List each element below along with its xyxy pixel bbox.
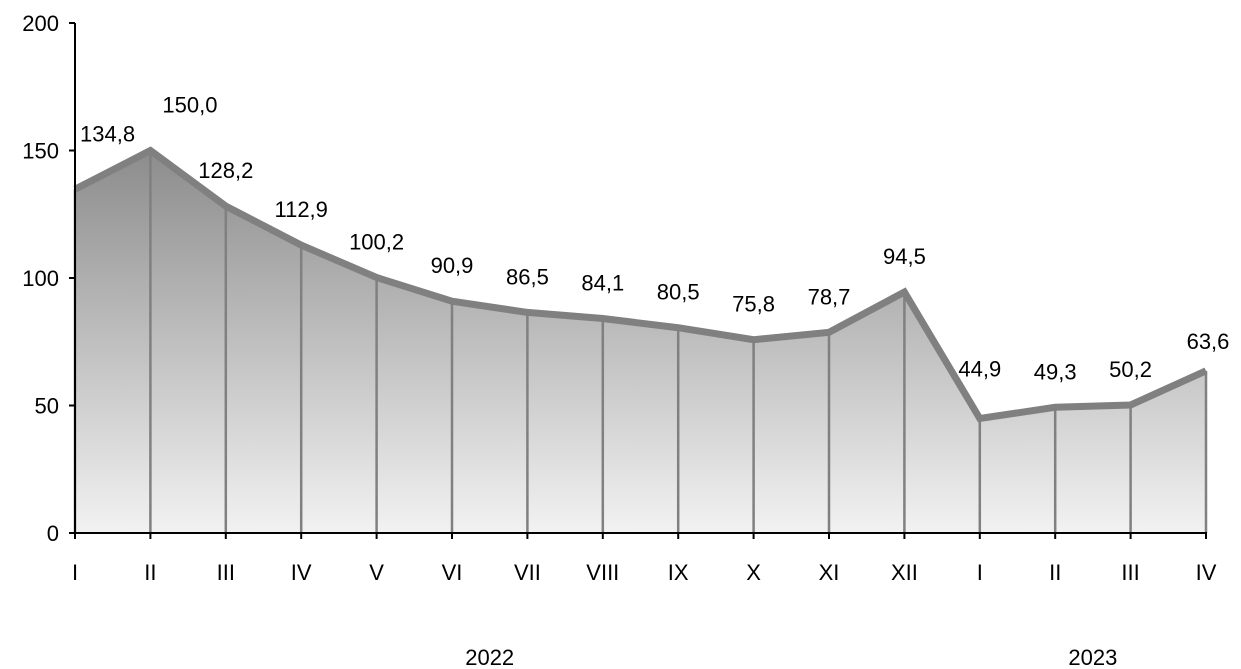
x-tick-label: IV [1196,560,1217,585]
data-label: 78,7 [808,284,851,309]
series-line [73,146,1208,423]
x-tick-label: VI [442,560,463,585]
x-tick-label: X [746,560,761,585]
y-axis-ticks: 0 50 100 150 200 [22,11,75,546]
x-tick-label: II [1049,560,1061,585]
x-axis-ticks: I II III IV V VI VII VIII IX X XI XII I II III IV [72,533,1217,585]
area-layer [75,150,1206,533]
x-tick-label: VIII [586,560,619,585]
x-tick-label: I [977,560,983,585]
data-label: 86,5 [506,264,549,289]
drop-lines [73,150,1208,533]
data-label: 100,2 [349,229,404,254]
data-label: 128,2 [198,158,253,183]
data-label: 49,3 [1034,359,1077,384]
data-label: 112,9 [274,197,327,222]
y-tick-label: 50 [35,394,59,419]
year-labels: 2022 2023 [465,645,1117,669]
series-line-layer [73,146,1208,423]
y-tick-label: 100 [22,266,59,291]
data-label: 63,6 [1187,329,1230,354]
y-tick-label: 150 [22,139,59,164]
x-tick-label: I [72,560,78,585]
y-tick-label: 0 [47,521,59,546]
y-tick-label: 200 [22,11,59,36]
x-tick-label: V [369,560,384,585]
x-tick-label: III [1121,560,1139,585]
area-fill [75,150,1206,533]
data-label: 50,2 [1109,357,1152,382]
year-label: 2022 [465,645,514,669]
x-tick-label: II [144,560,156,585]
data-label: 90,9 [431,253,474,278]
x-tick-label: III [217,560,235,585]
data-label: 44,9 [958,357,1001,382]
data-label: 80,5 [657,280,700,305]
data-label: 75,8 [732,292,775,317]
data-label: 94,5 [883,244,926,269]
data-label: 84,1 [581,271,624,296]
data-label: 134,8 [80,121,135,146]
year-label: 2023 [1068,645,1117,669]
x-tick-label: XII [891,560,918,585]
axes [74,23,1207,539]
x-tick-label: IX [668,560,689,585]
x-tick-label: VII [514,560,541,585]
data-label: 150,0 [162,93,217,118]
x-tick-label: XI [819,560,840,585]
data-labels: 134,8 150,0 128,2 112,9 100,2 90,9 86,5 84,1 80,… [80,93,1229,385]
x-tick-label: IV [291,560,312,585]
